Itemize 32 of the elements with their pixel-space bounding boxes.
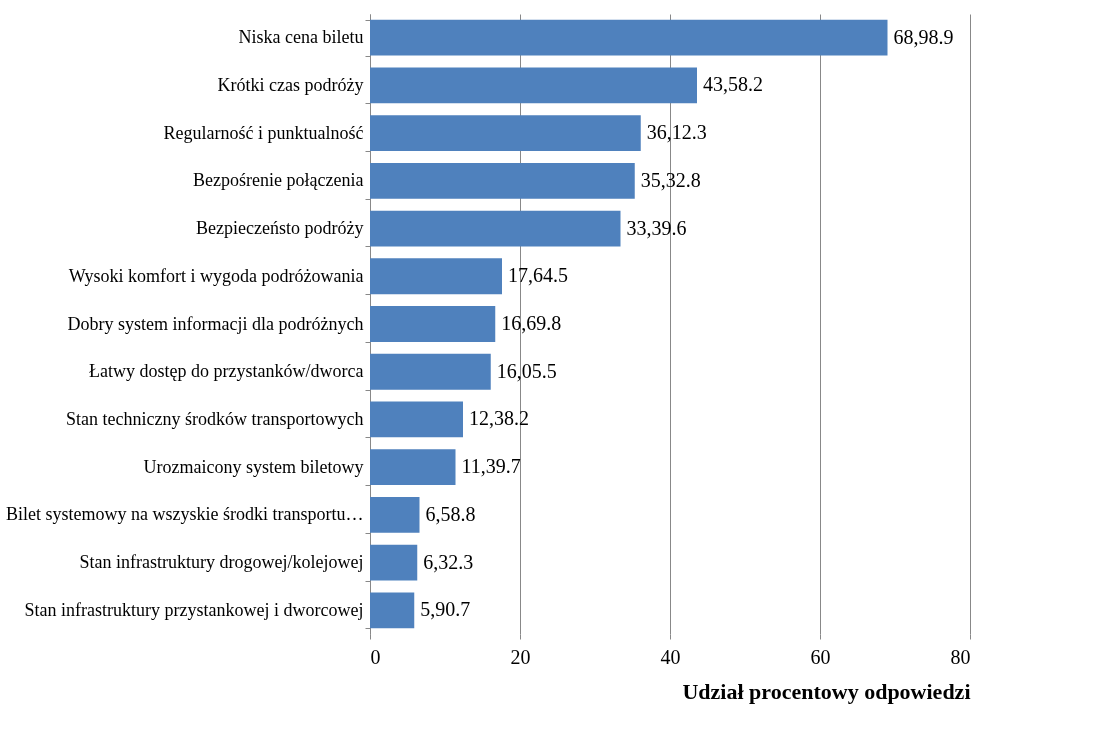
y-tick-label: Niska cena biletu xyxy=(238,27,364,48)
x-tick-label: 80 xyxy=(950,645,971,668)
y-tick-label: Bilet systemowy na wszyskie środki transportu… xyxy=(6,504,364,525)
y-tick-label: Wysoki komfort i wygoda podróżowania xyxy=(68,265,364,286)
data-label: 6,58.8 xyxy=(425,502,476,525)
y-tick-label: Regularność i punktualność xyxy=(163,122,364,143)
data-label: 5,90.7 xyxy=(420,598,471,621)
x-tick-label: 40 xyxy=(660,645,681,668)
y-tick-label: Dobry system informacji dla podróżnych xyxy=(67,313,364,334)
data-label: 16,69.8 xyxy=(501,312,562,334)
data-label: 16,05.5 xyxy=(496,359,557,382)
data-label: 68,98.9 xyxy=(893,25,954,48)
x-tick-label: 0 xyxy=(370,645,381,668)
y-tick-label: Stan techniczny środków transportowych xyxy=(66,408,364,429)
x-tick-label: 20 xyxy=(510,645,531,668)
data-label: 43,58.2 xyxy=(703,73,763,96)
y-tick-label: Łatwy dostęp do przystanków/dworca xyxy=(89,361,364,382)
x-tick-label: 60 xyxy=(810,645,831,668)
data-label: 33,39.6 xyxy=(626,216,687,239)
data-label: 11,39.7 xyxy=(461,455,521,478)
x-axis-title: Udział procentowy odpowiedzi xyxy=(682,678,971,704)
data-label: 36,12.3 xyxy=(646,121,707,144)
data-label: 12,38.2 xyxy=(469,407,529,430)
y-tick-label: Stan infrastruktury drogowej/kolejowej xyxy=(79,552,364,573)
y-tick-label: Bezpośrenie połączenia xyxy=(193,170,364,191)
y-tick-label: Bezpieczeństo podróży xyxy=(196,218,364,239)
y-tick-label: Stan infrastruktury przystankowej i dworcowej xyxy=(24,599,364,620)
data-label: 17,64.5 xyxy=(508,264,568,287)
data-label: 6,32.3 xyxy=(423,550,474,573)
data-label: 35,32.8 xyxy=(640,168,701,191)
y-tick-label: Urozmaicony system biletowy xyxy=(143,456,364,477)
y-tick-label: Krótki czas podróży xyxy=(217,74,364,95)
